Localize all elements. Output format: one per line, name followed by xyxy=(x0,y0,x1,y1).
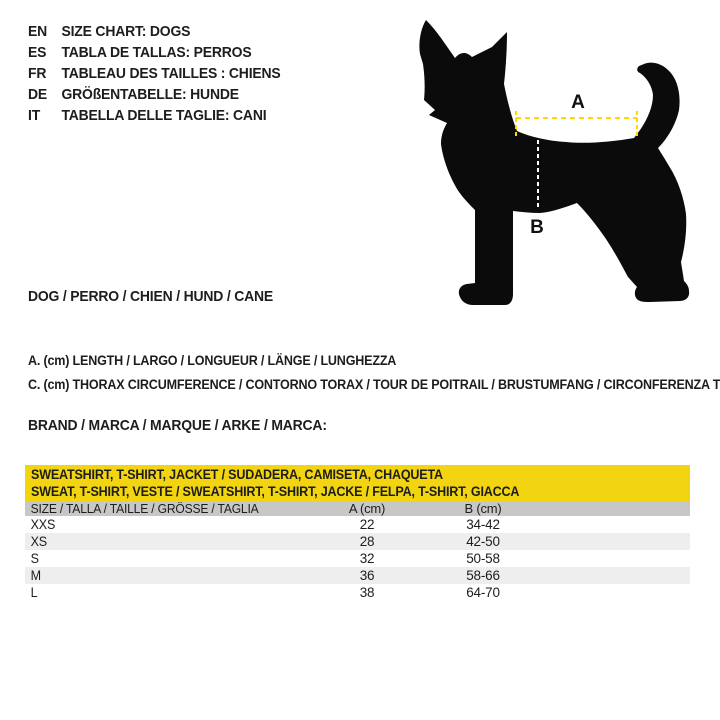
brand-caption: BRAND / MARCA / MARQUE / ARKE / MARCA: xyxy=(28,417,327,434)
table-row: L 38 64-70 xyxy=(25,584,690,601)
lang-code: FR xyxy=(28,65,47,82)
b-value-cell: 64-70 xyxy=(466,585,500,600)
language-title-block: EN SIZE CHART: DOGS ES TABLA DE TALLAS: PE… xyxy=(28,21,300,126)
table-row: M 36 58-66 xyxy=(25,567,690,584)
table-title-line-2: SWEAT, T-SHIRT, VESTE / SWEATSHIRT, T-SH… xyxy=(31,484,520,499)
marker-b-label: B xyxy=(530,217,544,238)
b-value-cell: 34-42 xyxy=(466,517,500,532)
lang-row-it: IT TABELLA DELLE TAGLIE: CANI xyxy=(28,105,281,126)
size-cell: XS xyxy=(30,534,48,549)
size-cell: XXS xyxy=(30,517,56,532)
lang-row-fr: FR TABLEAU DES TAILLES : CHIENS xyxy=(28,63,281,84)
a-value-cell: 28 xyxy=(359,534,375,549)
table-row: XS 28 42-50 xyxy=(25,533,690,550)
table-row: S 32 50-58 xyxy=(25,550,690,567)
marker-a-label: A xyxy=(571,92,585,113)
lang-code: EN xyxy=(28,23,48,40)
lang-row-de: DE GRÖßENTABELLE: HUNDE xyxy=(28,84,281,105)
header-a-column: A (cm) xyxy=(348,501,386,516)
lang-row-es: ES TABLA DE TALLAS: PERROS xyxy=(28,42,281,63)
lang-title: SIZE CHART: DOGS xyxy=(61,23,191,40)
lang-title: TABELLA DELLE TAGLIE: CANI xyxy=(61,107,267,124)
lang-title: GRÖßENTABELLE: HUNDE xyxy=(61,86,239,103)
a-value-cell: 38 xyxy=(359,585,375,600)
size-cell: S xyxy=(30,551,39,566)
header-b-column: B (cm) xyxy=(464,501,502,516)
dog-silhouette xyxy=(419,20,690,305)
table-row: XXS 22 34-42 xyxy=(25,516,690,533)
table-title-band: SWEATSHIRT, T-SHIRT, JACKET / SUDADERA, … xyxy=(25,465,690,501)
dog-silhouette-illustration xyxy=(419,20,690,305)
size-cell: L xyxy=(30,585,38,600)
animal-caption: DOG / PERRO / CHIEN / HUND / CANE xyxy=(28,288,273,305)
header-size-column: SIZE / TALLA / TAILLE / GRÖSSE / TAGLIA xyxy=(30,501,259,516)
size-table: SWEATSHIRT, T-SHIRT, JACKET / SUDADERA, … xyxy=(25,465,690,601)
a-value-cell: 32 xyxy=(359,551,375,566)
a-value-cell: 36 xyxy=(359,568,375,583)
size-cell: M xyxy=(30,568,41,583)
measurement-c-description: C. (cm) THORAX CIRCUMFERENCE / CONTORNO … xyxy=(28,377,720,392)
lang-code: DE xyxy=(28,86,48,103)
table-title-line-1: SWEATSHIRT, T-SHIRT, JACKET / SUDADERA, … xyxy=(31,467,443,482)
lang-title: TABLA DE TALLAS: PERROS xyxy=(61,44,252,61)
b-value-cell: 50-58 xyxy=(466,551,500,566)
b-value-cell: 42-50 xyxy=(466,534,500,549)
measurement-a-description: A. (cm) LENGTH / LARGO / LONGUEUR / LÄNG… xyxy=(28,353,397,368)
dog-measurement-diagram xyxy=(398,0,700,315)
lang-code: IT xyxy=(28,107,41,124)
lang-code: ES xyxy=(28,44,47,61)
b-value-cell: 58-66 xyxy=(466,568,500,583)
lang-title: TABLEAU DES TAILLES : CHIENS xyxy=(61,65,281,82)
table-header-row: SIZE / TALLA / TAILLE / GRÖSSE / TAGLIA … xyxy=(25,501,690,516)
a-value-cell: 22 xyxy=(359,517,375,532)
lang-row-en: EN SIZE CHART: DOGS xyxy=(28,21,281,42)
